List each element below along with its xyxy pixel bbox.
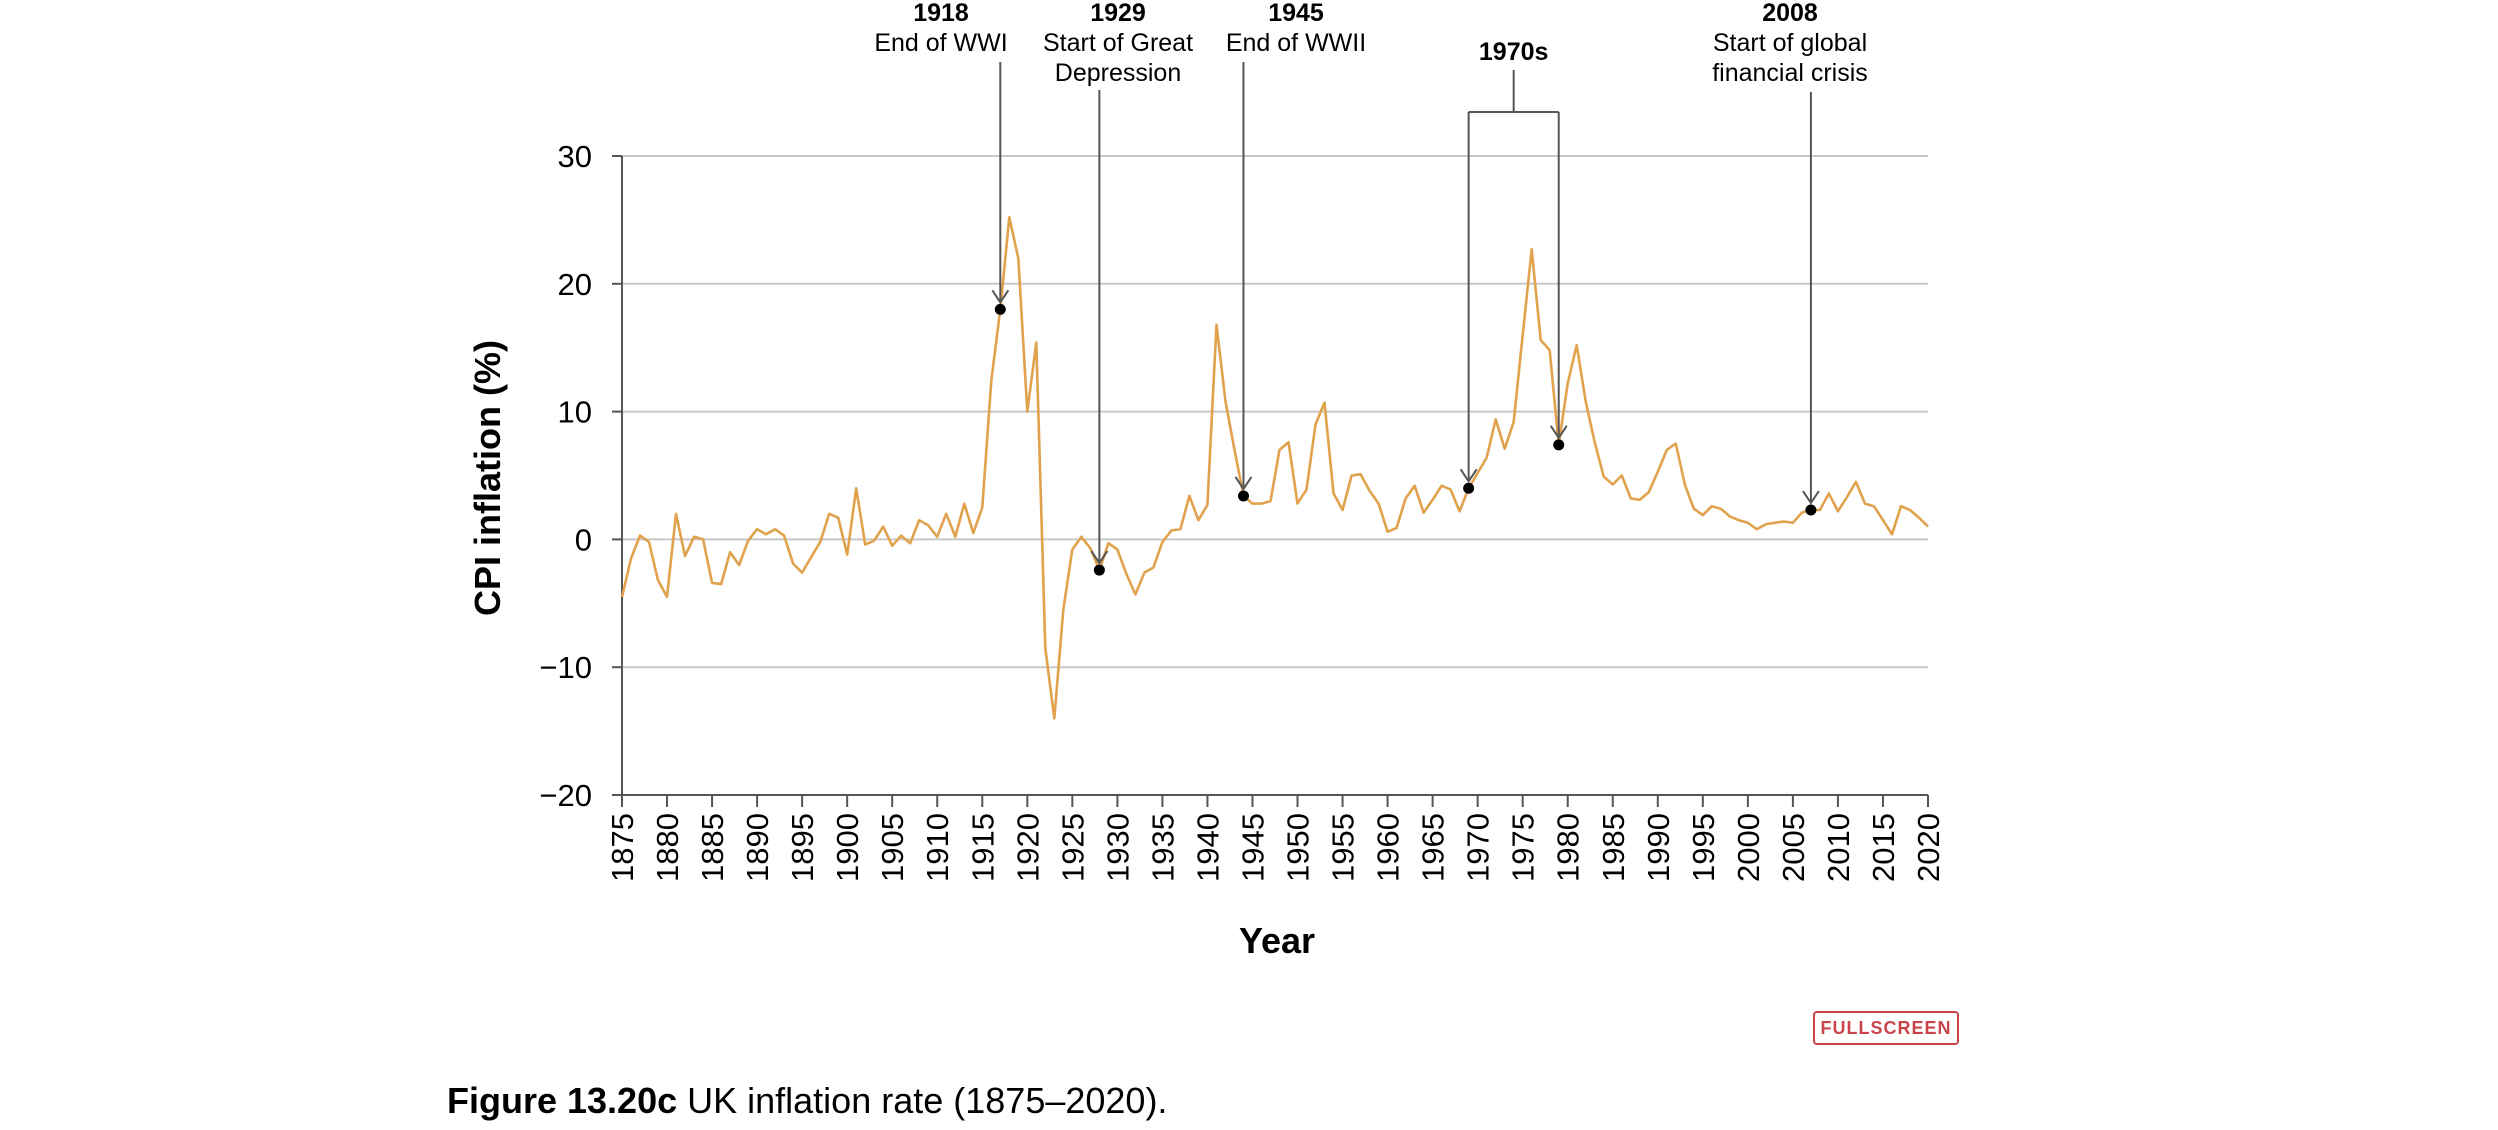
x-tick-label: 1890 — [740, 813, 775, 882]
event-marker-dot — [1093, 564, 1105, 576]
annotation-2008-year: 2008 — [1762, 0, 1818, 27]
x-tick-label: 1975 — [1506, 813, 1541, 882]
y-axis-ticks: −20 −10 0 10 20 30 — [539, 139, 622, 813]
annotation-1929-text: Start of Great — [1043, 29, 1193, 57]
x-tick-label: 1995 — [1686, 813, 1721, 882]
annotation-1970s-year: 1970s — [1479, 38, 1549, 66]
figure-caption: Figure 13.20c UK inflation rate (1875–20… — [447, 1080, 1167, 1122]
annotation-2008-text: Start of global — [1713, 29, 1867, 57]
x-tick-label: 1895 — [785, 813, 820, 882]
x-tick-label: 1970 — [1461, 813, 1496, 882]
x-tick-label: 1990 — [1641, 813, 1676, 882]
x-tick-label: 1940 — [1190, 813, 1225, 882]
event-marker-dot — [1237, 490, 1249, 502]
x-tick-label: 1905 — [875, 813, 910, 882]
x-tick-label: 1955 — [1326, 813, 1361, 882]
figure-caption-text: UK inflation rate (1875–2020). — [677, 1080, 1168, 1121]
annotation-2008-text: financial crisis — [1712, 59, 1868, 87]
x-tick-label: 1925 — [1055, 813, 1090, 882]
x-axis-ticks: 1875 1880 1885 1890 1895 1900 1905 1910 1915 1920… — [605, 795, 1946, 882]
event-marker-dot — [1463, 482, 1475, 494]
series-layer — [620, 216, 1929, 720]
x-tick-label: 2010 — [1821, 813, 1856, 882]
x-tick-label: 2000 — [1731, 813, 1766, 882]
y-tick-label: −20 — [539, 778, 592, 813]
event-marker-dot — [994, 303, 1006, 315]
x-tick-label: 2005 — [1776, 813, 1811, 882]
figure-label: Figure 13.20c — [447, 1080, 678, 1121]
y-axis-title: CPI inflation (%) — [467, 340, 508, 616]
fullscreen-button[interactable]: FULLSCREEN — [1813, 1011, 1959, 1045]
markers-layer — [994, 303, 1817, 576]
grid-lines — [622, 155, 1928, 669]
annotation-2008-arrowhead — [1802, 490, 1820, 505]
y-tick-label: 10 — [558, 395, 592, 430]
x-tick-label: 2020 — [1911, 813, 1946, 882]
event-marker-dot — [1805, 504, 1817, 516]
x-tick-label: 1950 — [1281, 813, 1316, 882]
annotation-1970s-left-arrowhead — [1459, 468, 1478, 484]
annotation-1918-year: 1918 — [913, 0, 969, 27]
y-tick-label: 30 — [558, 139, 592, 174]
annotation-1929-year: 1929 — [1090, 0, 1146, 27]
inflation-series-line — [620, 216, 1929, 720]
annotation-1918-arrowhead — [991, 289, 1010, 305]
x-tick-label: 1900 — [830, 813, 865, 882]
y-tick-label: −10 — [539, 650, 592, 685]
y-tick-label: 20 — [558, 267, 592, 302]
x-tick-label: 1910 — [920, 813, 955, 882]
y-tick-label: 0 — [575, 522, 592, 557]
annotation-1929-arrowhead — [1090, 550, 1109, 565]
inflation-chart: −20 −10 0 10 20 30 1875 1880 1885 1890 1895 1900 19… — [467, 0, 1946, 961]
x-tick-label: 1935 — [1145, 813, 1180, 882]
x-tick-label: 1965 — [1416, 813, 1451, 882]
annotation-1929-text: Depression — [1055, 59, 1181, 87]
x-axis-title: Year — [1239, 920, 1315, 961]
annotation-1945-text: End of WWII — [1226, 29, 1366, 57]
annotation-1945-arrowhead — [1234, 476, 1253, 491]
axes — [621, 156, 1928, 796]
x-tick-label: 1875 — [605, 813, 640, 882]
x-tick-label: 1880 — [650, 813, 685, 882]
x-tick-label: 1980 — [1551, 813, 1586, 882]
x-tick-label: 1885 — [695, 813, 730, 882]
annotation-1918-text: End of WWI — [874, 29, 1007, 57]
x-tick-label: 1915 — [965, 813, 1000, 882]
annotation-1945-year: 1945 — [1268, 0, 1324, 27]
event-marker-dot — [1553, 439, 1565, 451]
annotation-1970s-right-arrowhead — [1549, 425, 1568, 440]
x-tick-label: 1960 — [1371, 813, 1406, 882]
x-tick-label: 1945 — [1235, 813, 1270, 882]
x-tick-label: 1985 — [1596, 813, 1631, 882]
x-tick-label: 2015 — [1866, 813, 1901, 882]
x-tick-label: 1930 — [1100, 813, 1135, 882]
x-tick-label: 1920 — [1010, 813, 1045, 882]
